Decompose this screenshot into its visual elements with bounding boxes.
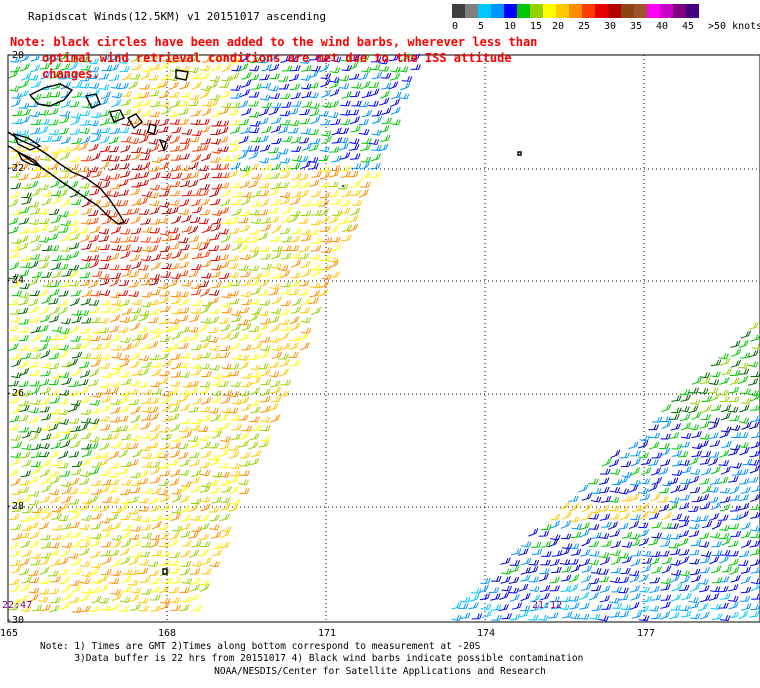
- lat-label: -22: [6, 163, 25, 174]
- footer-note-1: Note: 1) Times are GMT 2)Times along bot…: [40, 641, 481, 652]
- colorbar-label: 45: [682, 21, 695, 32]
- colorbar-label: 20: [552, 21, 565, 32]
- credit-line: NOAA/NESDIS/Center for Satellite Applica…: [214, 666, 546, 677]
- speed-colorbar: 0 5 10 15 20 25 30 35 40 45 >50 knots: [452, 4, 760, 32]
- colorbar-swatch: [530, 4, 543, 18]
- coastline: [7, 69, 522, 575]
- lon-label: 168: [158, 628, 177, 639]
- colorbar-swatch: [634, 4, 647, 18]
- warning-note: Note: black circles have been added to t…: [10, 34, 570, 82]
- colorbar-label: 5: [478, 21, 485, 32]
- map-frame: [7, 54, 760, 623]
- colorbar-label: 30: [604, 21, 617, 32]
- colorbar-swatch: [465, 4, 478, 18]
- lat-label: -24: [6, 275, 25, 286]
- warning-note-line-2: optimal wind retrieval conditions are me…: [42, 51, 512, 81]
- colorbar-swatch: [595, 4, 608, 18]
- colorbar-label: >50 knots: [708, 21, 760, 32]
- lon-label: 171: [318, 628, 337, 639]
- colorbar-swatches: [452, 4, 699, 18]
- colorbar-swatch: [569, 4, 582, 18]
- colorbar-swatch: [543, 4, 556, 18]
- map-title: Rapidscat Winds(12.5KM) v1 20151017 asce…: [28, 10, 327, 23]
- colorbar-swatch: [478, 4, 491, 18]
- colorbar-swatch: [647, 4, 660, 18]
- colorbar-label: 40: [656, 21, 669, 32]
- lat-label: -20: [6, 50, 25, 61]
- lat-label: -28: [6, 501, 25, 512]
- lon-label: 174: [477, 628, 496, 639]
- colorbar-swatch: [491, 4, 504, 18]
- colorbar-swatch: [660, 4, 673, 18]
- pass-time-label: 22:47: [2, 600, 33, 611]
- colorbar-swatch: [673, 4, 686, 18]
- pass-time-label: 21:12: [532, 600, 563, 611]
- colorbar-swatch: [504, 4, 517, 18]
- colorbar-label: 15: [530, 21, 543, 32]
- colorbar-label: 35: [630, 21, 643, 32]
- colorbar-swatch: [452, 4, 465, 18]
- lat-label: -30: [6, 615, 25, 626]
- lon-label: 177: [637, 628, 656, 639]
- colorbar-swatch: [686, 4, 699, 18]
- lon-label: 165: [0, 628, 19, 639]
- colorbar-swatch: [582, 4, 595, 18]
- warning-note-line-1: Note: black circles have been added to t…: [10, 35, 538, 49]
- colorbar-label: 0: [452, 21, 459, 32]
- colorbar-label: 25: [578, 21, 591, 32]
- colorbar-swatch: [556, 4, 569, 18]
- footer-notes: Note: 1) Times are GMT 2)Times along bot…: [40, 641, 583, 664]
- wind-barbs: [8, 51, 760, 622]
- colorbar-swatch: [608, 4, 621, 18]
- footer-note-2: 3)Data buffer is 22 hrs from 20151017 4)…: [40, 652, 584, 664]
- lat-label: -26: [6, 388, 25, 399]
- colorbar-swatch: [621, 4, 634, 18]
- colorbar-label: 10: [504, 21, 517, 32]
- colorbar-swatch: [517, 4, 530, 18]
